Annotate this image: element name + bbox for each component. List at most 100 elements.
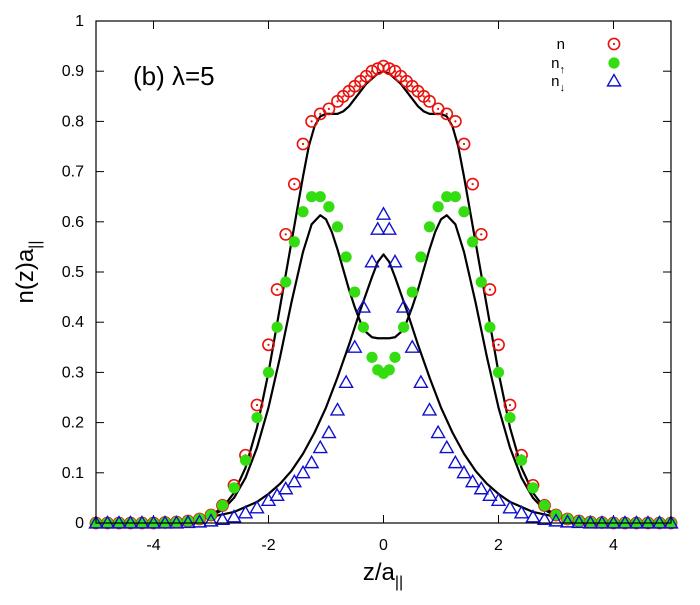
n-down-point [145,515,162,529]
n-down-point [226,509,242,523]
n-down-point [548,513,564,527]
n-up-point [389,351,401,363]
n-down-point [303,454,320,469]
n-point-dot [276,288,279,291]
y-tick-label: 0 [75,515,84,532]
n-down-point [387,254,403,268]
n-up-point [323,201,335,213]
n-down-point [513,505,530,519]
n-point [503,398,517,412]
n-point-ring [440,107,454,121]
n-point-dot [365,75,368,78]
n-up-point [415,251,427,263]
legend-label-n-down-base: n [551,73,559,90]
n-point-dot [422,95,425,98]
n-point-ring [262,338,275,352]
n-down-point [439,439,455,454]
n-down-point [278,480,294,495]
n-point-ring [305,115,319,128]
n-down-point [111,515,127,529]
n-down-point [122,515,139,529]
n-up-point [449,191,461,203]
n-down-point [355,299,372,313]
n-up-point [228,482,240,494]
n-up-point [423,221,436,233]
n-point-ring [287,177,301,191]
y-tick-label: 0.8 [62,113,84,130]
n-down-point [381,221,397,235]
n-down-point [502,500,518,514]
n-up-point [458,206,470,218]
n-up-point [288,236,300,248]
n-down-point [168,515,185,529]
n-down-point [237,505,254,519]
n-down-point [338,374,354,389]
n-point-dot [393,70,397,73]
n-point-dot [471,183,474,186]
n-point-ring [270,283,284,296]
n-up-point [584,516,597,528]
y-tick-label: 0.3 [62,364,84,381]
n-up-point [492,366,505,378]
n-point-dot [327,107,330,110]
legend: n n↑ n↓ [551,36,622,94]
n-point-dot [293,183,296,186]
n-point [457,137,471,151]
n-point [296,137,310,151]
n-down-point [249,500,265,514]
n-up-point [251,411,263,424]
n-up-point [357,321,369,333]
series-n-up-point [90,191,677,529]
n-point [483,283,497,296]
x-axis-title-sub: || [395,574,403,591]
n-point-dot [416,90,420,93]
n-up-point [538,499,551,512]
n-up-point [484,321,496,333]
legend-marker-n-up [608,57,620,69]
n-point-ring [466,177,480,191]
n-down-point [370,221,386,235]
n-down-point [203,513,219,527]
n-down-point [404,339,420,353]
n-down-point [464,473,481,488]
n-point-dot [411,85,414,88]
n-point-dot [445,112,448,115]
n-point-dot [462,142,466,146]
n-up-point [398,321,410,333]
n-down-point [88,515,104,529]
y-tick-label: 0.4 [62,314,84,331]
n-point-dot [310,120,313,123]
n-up-point [340,251,352,263]
n-point-ring [279,227,293,241]
n-point [287,177,301,191]
n-point-dot [497,343,500,346]
y-tick-label: 1 [75,13,84,30]
n-point [466,177,480,191]
n-point-ring [457,137,471,151]
n-point-ring [322,102,336,116]
n-down-point [617,515,633,529]
x-tick-label: 0 [379,537,388,554]
n-point-dot [353,85,356,88]
n-point-dot [488,288,491,291]
n-down-point [180,514,196,529]
n-down-point [329,402,346,416]
n-up-point [182,515,194,527]
n-point [322,102,336,116]
n-up-point [432,201,444,213]
n-up-point [475,276,487,288]
n-up-point [366,351,378,363]
legend-marker-n-ring [607,37,621,51]
n-down-point [571,514,587,529]
legend-label-n: n [557,36,565,53]
legend-label-n-up-base: n [551,55,559,72]
n-point-ring [296,137,310,151]
n-down-point [490,492,507,506]
x-tick-label: -4 [146,537,160,554]
legend-marker-n-dot [612,42,616,46]
tick-labels: -4 -2 0 2 4 0 0.1 0.2 0.3 0.4 0.5 0.6 0.7 0.8 0.9 1 [62,13,618,554]
n-up-point [216,499,229,512]
n-down-point [413,374,429,389]
n-down-point [536,511,553,526]
legend-marker-n [607,37,621,51]
